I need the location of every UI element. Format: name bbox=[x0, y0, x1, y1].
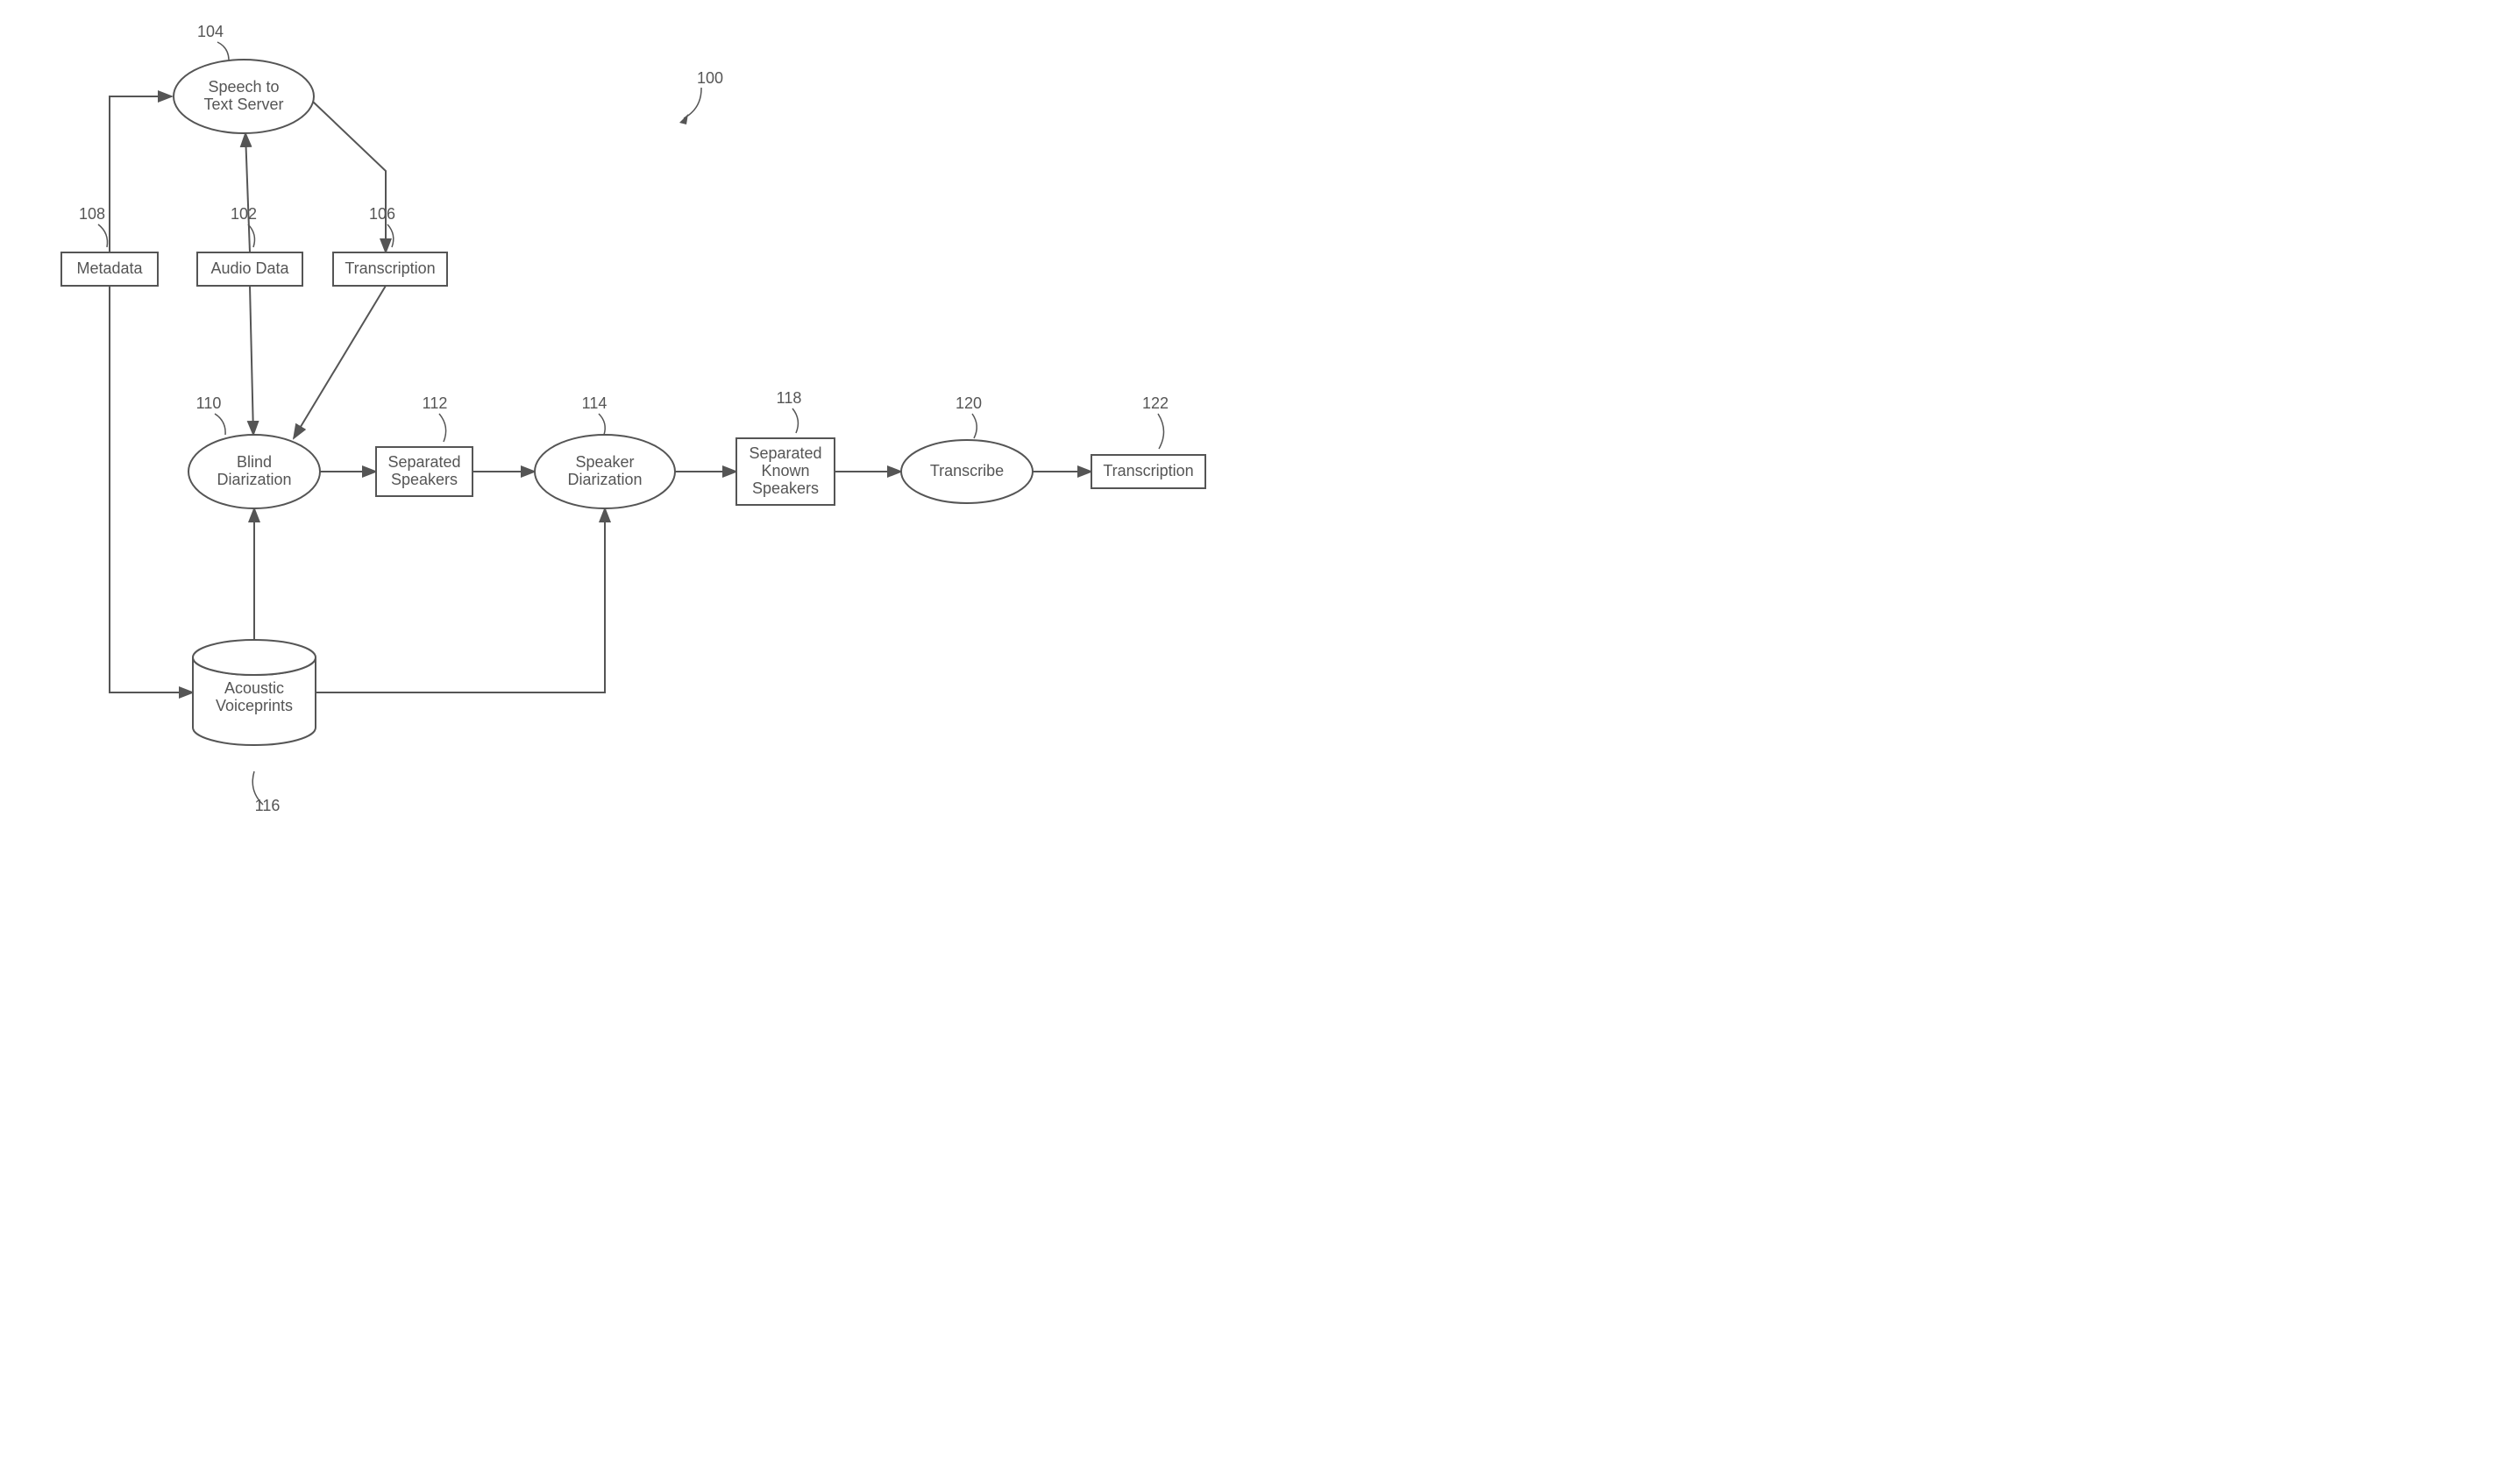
node-102-ref: 102 bbox=[231, 205, 257, 223]
node-112-label-0: Separated bbox=[387, 453, 460, 471]
node-110: BlindDiarization 110 bbox=[188, 394, 320, 508]
node-110-ref: 110 bbox=[196, 394, 222, 412]
node-104-ref: 104 bbox=[197, 23, 224, 40]
flowchart-svg: Speech toText Server 104 Metadata 108 Audio … bbox=[0, 0, 1297, 863]
node-106-label-0: Transcription bbox=[345, 259, 435, 277]
ref-leader-8 bbox=[972, 414, 977, 438]
edge-116-114 bbox=[316, 508, 605, 692]
ref-leader-0 bbox=[217, 42, 229, 60]
edge-102-110 bbox=[250, 286, 253, 435]
edge-108-104 bbox=[110, 96, 172, 252]
node-108-ref: 108 bbox=[79, 205, 105, 223]
node-116: AcousticVoiceprints 116 bbox=[193, 640, 316, 814]
node-108-label-0: Metadata bbox=[76, 259, 143, 277]
ref-leader-11 bbox=[684, 88, 701, 118]
node-118-ref: 118 bbox=[777, 389, 802, 407]
edge-106-110 bbox=[294, 286, 386, 438]
node-116-ref: 116 bbox=[255, 797, 281, 814]
node-114-label-0: Speaker bbox=[575, 453, 634, 471]
node-104: Speech toText Server 104 bbox=[174, 23, 314, 133]
ref-leader-6 bbox=[599, 414, 605, 435]
node-114: SpeakerDiarization 114 bbox=[535, 394, 675, 508]
node-110-label-1: Diarization bbox=[217, 471, 291, 488]
ref-leader-5 bbox=[439, 414, 446, 442]
edge-108-116 bbox=[110, 286, 193, 692]
diagram-ref-label: 100 bbox=[697, 69, 723, 87]
node-106: Transcription 106 bbox=[333, 205, 447, 286]
node-118-label-1: Known bbox=[761, 462, 809, 479]
node-112-ref: 112 bbox=[423, 394, 448, 412]
node-110-label-0: Blind bbox=[237, 453, 272, 471]
node-102-label-0: Audio Data bbox=[210, 259, 289, 277]
node-114-label-1: Diarization bbox=[567, 471, 642, 488]
ref-leader-9 bbox=[1158, 414, 1164, 449]
node-122-ref: 122 bbox=[1142, 394, 1169, 412]
node-120-ref: 120 bbox=[956, 394, 982, 412]
diagram-container: Speech toText Server 104 Metadata 108 Audio … bbox=[0, 0, 2494, 863]
node-112-label-1: Speakers bbox=[391, 471, 458, 488]
node-104-label-0: Speech to bbox=[208, 78, 279, 96]
node-120-label-0: Transcribe bbox=[930, 462, 1004, 479]
node-114-ref: 114 bbox=[582, 394, 608, 412]
node-112: SeparatedSpeakers 112 bbox=[376, 394, 473, 496]
ref-leader-3 bbox=[387, 224, 394, 247]
diagram-ref-arrow bbox=[679, 114, 688, 124]
node-122-label-0: Transcription bbox=[1103, 462, 1193, 479]
node-118: SeparatedKnownSpeakers 118 bbox=[736, 389, 835, 505]
node-104-label-1: Text Server bbox=[203, 96, 283, 113]
ref-leader-1 bbox=[98, 224, 108, 247]
node-118-label-0: Separated bbox=[749, 444, 821, 462]
node-120: Transcribe 120 bbox=[901, 394, 1033, 503]
edge-102-104 bbox=[245, 133, 250, 252]
node-106-ref: 106 bbox=[369, 205, 395, 223]
ref-leader-4 bbox=[215, 414, 225, 435]
node-116-label-0: Acoustic bbox=[224, 679, 284, 697]
node-118-label-2: Speakers bbox=[752, 479, 819, 497]
ref-leader-7 bbox=[792, 408, 798, 433]
node-122: Transcription 122 bbox=[1091, 394, 1205, 488]
node-116-label-1: Voiceprints bbox=[216, 697, 293, 714]
edge-104-106 bbox=[313, 102, 386, 252]
